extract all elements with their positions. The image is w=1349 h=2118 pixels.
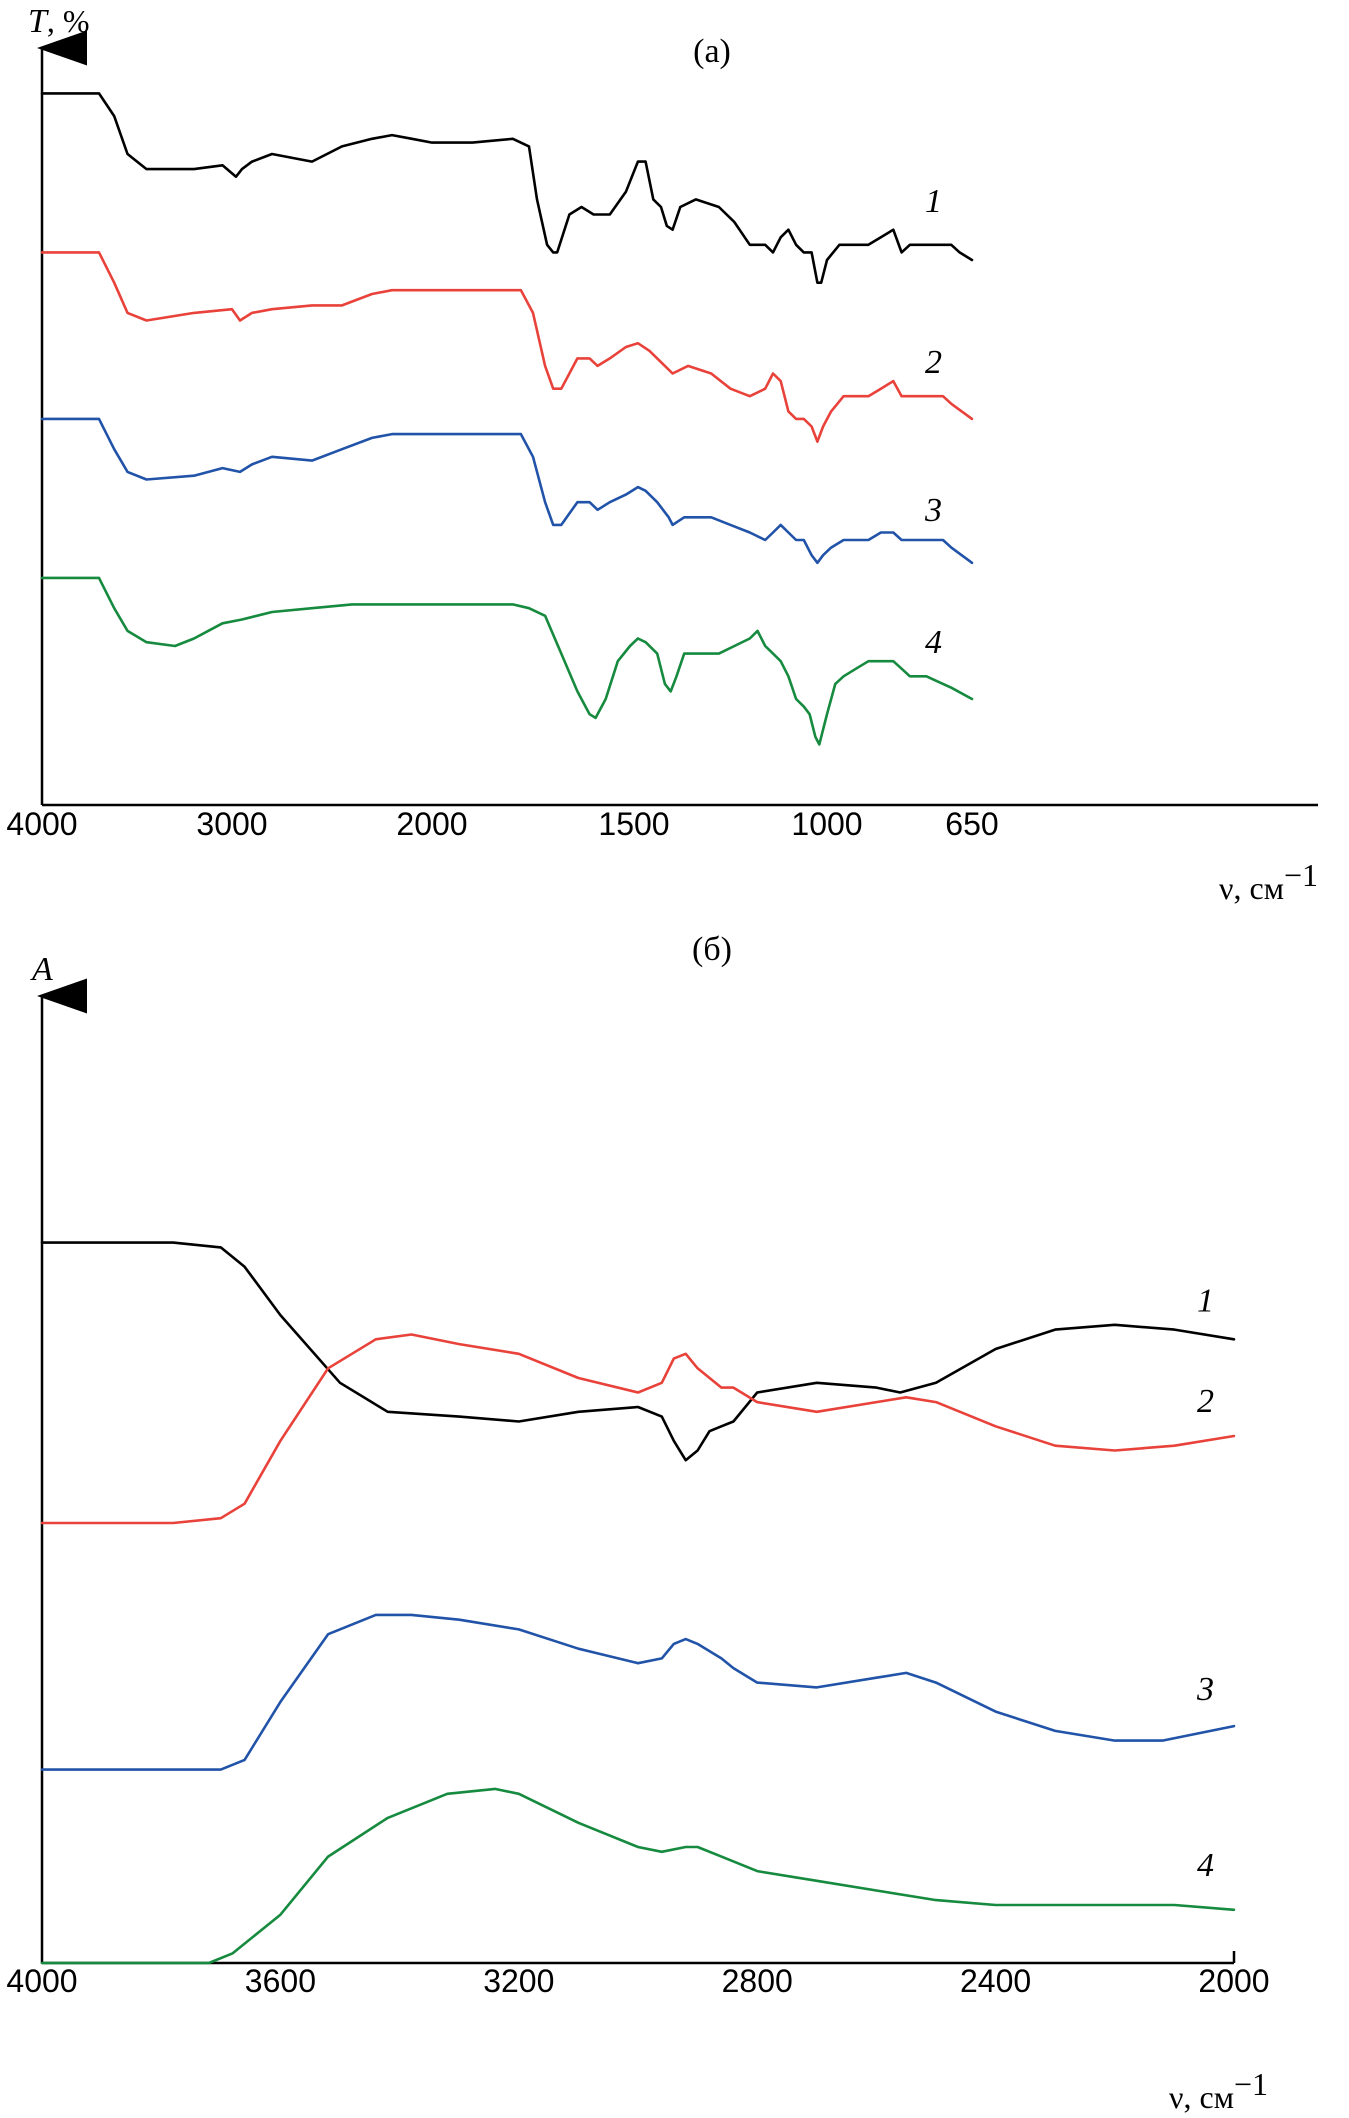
x-tick-label: 2000	[1198, 1963, 1269, 1999]
series-4-label: 4	[1197, 1847, 1214, 1884]
series-2-label: 2	[925, 344, 942, 381]
panel-a-label: (a)	[693, 33, 731, 70]
x-tick-label: 2000	[396, 806, 467, 842]
panel-a-tick-labels: 4000 3000 2000 1500 1000 650	[6, 806, 998, 842]
series-3-label: 3	[924, 492, 942, 529]
x-tick-label: 3000	[196, 806, 267, 842]
series-1-label: 1	[925, 183, 942, 220]
x-tick-label: 4000	[6, 1963, 77, 1999]
x-tick-label: 1500	[598, 806, 669, 842]
series-3-label: 3	[1196, 1671, 1214, 1708]
x-tick-label: 2400	[960, 1963, 1031, 1999]
panel-b-series-labels: 1 2 3 4	[1196, 1282, 1214, 1884]
series-2-curve	[40, 1333, 1236, 1525]
panel-a-y-label: T, %	[28, 3, 90, 40]
x-tick-label: 3200	[483, 1963, 554, 1999]
panel-b-curves	[40, 1241, 1236, 1965]
x-tick-label: 1000	[791, 806, 862, 842]
series-3-curve	[40, 1613, 1236, 1771]
series-1-curve	[40, 92, 974, 284]
series-1-label: 1	[1197, 1282, 1214, 1319]
panel-b-tick-labels: 4000 3600 3200 2800 2400 2000	[6, 1963, 1269, 1999]
panel-b-x-label: ν, см−1	[1169, 2066, 1268, 2115]
series-4-label: 4	[925, 624, 942, 661]
x-tick-label: 2800	[722, 1963, 793, 1999]
series-2-label: 2	[1197, 1383, 1214, 1420]
series-3-curve	[40, 417, 974, 565]
panel-b-label: (б)	[692, 931, 732, 968]
panel-b-y-label: A	[30, 951, 53, 988]
series-2-curve	[40, 251, 974, 443]
panel-a-transmittance-chart: T, % (a) 4000 3000 2000 1500 1000 650 1 2 3 4 ν,…	[6, 3, 1318, 906]
panel-a-x-label: ν, см−1	[1219, 857, 1318, 906]
series-4-curve	[40, 576, 974, 746]
x-tick-label: 650	[945, 806, 998, 842]
series-4-curve	[40, 1787, 1236, 1965]
panel-b-absorbance-chart: A (б) 4000 3600 3200 2800 2400 2000 1 2 3 4 ν, с…	[6, 931, 1269, 2115]
panel-a-series-labels: 1 2 3 4	[924, 183, 942, 661]
panel-a-curves	[40, 92, 974, 746]
series-1-curve	[40, 1241, 1236, 1462]
x-tick-label: 4000	[6, 806, 77, 842]
x-tick-label: 3600	[245, 1963, 316, 1999]
